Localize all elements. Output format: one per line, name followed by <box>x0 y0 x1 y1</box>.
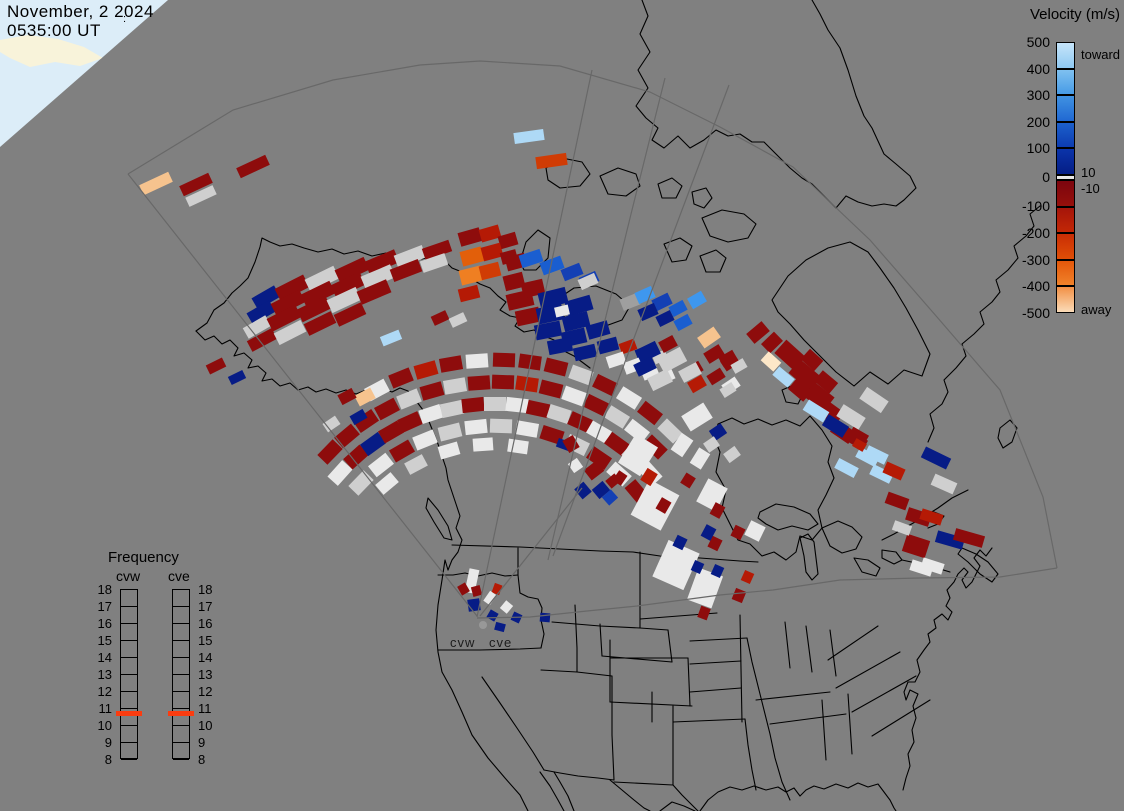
colorbar-segment <box>1056 175 1075 180</box>
frequency-cell <box>121 726 137 743</box>
frequency-cell <box>173 624 189 641</box>
frequency-scale-label: 9 <box>104 735 112 750</box>
radar-site-dot <box>479 621 487 629</box>
frequency-cell <box>173 641 189 658</box>
frequency-cell <box>173 692 189 709</box>
colorbar-tick-label: 500 <box>1026 34 1050 50</box>
colorbar-segment <box>1056 207 1075 233</box>
frequency-scale-label: 18 <box>97 582 112 597</box>
frequency-column-name-cve: cve <box>168 568 190 584</box>
colorbar-tick-label: 200 <box>1026 114 1050 130</box>
colorbar-segment <box>1056 148 1075 175</box>
colorbar-tick-label: 300 <box>1026 87 1050 103</box>
frequency-cell <box>173 675 189 692</box>
fov-radial-2 <box>479 487 583 617</box>
frequency-scale-label: 17 <box>97 599 112 614</box>
frequency-scale-label: 10 <box>198 718 213 733</box>
frequency-cell <box>121 641 137 658</box>
frequency-scale-label: 12 <box>198 684 213 699</box>
frequency-cell <box>173 743 189 760</box>
frequency-scale-label: 11 <box>98 701 113 716</box>
colorbar-tick-label: 400 <box>1026 61 1050 77</box>
frequency-scale-label: 8 <box>104 752 112 767</box>
frequency-cell <box>121 743 137 760</box>
frequency-bar-cvw <box>120 589 138 760</box>
fov-left-edge <box>127 173 478 617</box>
fov-radial-4 <box>552 84 730 557</box>
frequency-cell <box>121 624 137 641</box>
frequency-cell <box>121 675 137 692</box>
frequency-scale-label: 15 <box>198 633 213 648</box>
velocity-colorbar <box>1056 42 1075 313</box>
colorbar-tick-label: 0 <box>1042 169 1050 185</box>
colorbar-segment <box>1056 233 1075 260</box>
frequency-cell <box>121 658 137 675</box>
frequency-scale-label: 14 <box>97 650 112 665</box>
frequency-scale-label: 18 <box>198 582 213 597</box>
plot-artifact-colon: : <box>123 13 127 25</box>
frequency-scale-label: 13 <box>97 667 112 682</box>
fov-radial-1 <box>476 69 593 618</box>
frequency-scale-label: 11 <box>198 701 212 716</box>
frequency-cell <box>173 590 189 607</box>
frequency-scale-label: 12 <box>97 684 112 699</box>
frequency-scale-label: 10 <box>97 718 112 733</box>
frequency-marker-cvw <box>116 711 142 716</box>
frequency-cell <box>173 607 189 624</box>
colorbar-segment <box>1056 286 1075 313</box>
frequency-marker-cve <box>168 711 194 716</box>
frequency-scale-label: 16 <box>97 616 112 631</box>
frequency-scale-label: 15 <box>97 633 112 648</box>
colorbar-pos-threshold: 10 <box>1081 165 1096 180</box>
velocity-cell <box>484 397 506 411</box>
frequency-cell <box>173 658 189 675</box>
colorbar-segment <box>1056 180 1075 207</box>
fov-radial-3 <box>547 77 666 561</box>
colorbar-segment <box>1056 42 1075 69</box>
frequency-legend-title: Frequency <box>108 549 179 566</box>
colorbar-tick-label: -300 <box>1021 252 1050 268</box>
frequency-cell <box>173 726 189 743</box>
frequency-cell <box>121 709 137 726</box>
map-label-cve: cve <box>489 635 513 650</box>
frequency-column-name-cvw: cvw <box>116 568 141 584</box>
projection-corner <box>0 0 168 147</box>
corner-island <box>0 35 103 67</box>
colorbar-neg-threshold: -10 <box>1081 181 1100 196</box>
colorbar-segment <box>1056 95 1075 122</box>
map-label-cvw: cvw <box>450 635 476 650</box>
time-text: 0535:00 UT <box>7 21 101 40</box>
frequency-cell <box>121 692 137 709</box>
colorbar-segment <box>1056 122 1075 148</box>
colorbar-segment <box>1056 69 1075 95</box>
frequency-cell <box>121 590 137 607</box>
colorbar-tick-label: -200 <box>1021 225 1050 241</box>
colorbar-tick-label: -400 <box>1021 278 1050 294</box>
colorbar-away-label: away <box>1081 302 1112 317</box>
date-text: November, 2 2024 <box>7 2 154 21</box>
colorbar-tick-label: -500 <box>1021 305 1050 321</box>
frequency-scale-label: 17 <box>198 599 213 614</box>
colorbar-toward-label: toward <box>1081 47 1121 62</box>
fov-near-edge <box>476 567 1058 619</box>
frequency-scale-label: 14 <box>198 650 213 665</box>
frequency-scale-label: 9 <box>198 735 206 750</box>
colorbar-tick-label: -100 <box>1021 198 1050 214</box>
timestamp: November, 2 2024 0535:00 UT <box>7 2 154 40</box>
frequency-bar-cve <box>172 589 190 760</box>
frequency-cell <box>173 709 189 726</box>
frequency-scale-label: 8 <box>198 752 206 767</box>
frequency-cell <box>121 607 137 624</box>
colorbar-title: Velocity (m/s) <box>1029 6 1120 23</box>
colorbar-segment <box>1056 260 1075 286</box>
colorbar-tick-label: 100 <box>1026 140 1050 156</box>
frequency-scale-label: 13 <box>198 667 213 682</box>
corner-ocean <box>0 0 168 147</box>
frequency-scale-label: 16 <box>198 616 213 631</box>
fov-outer-arc <box>127 60 1058 569</box>
